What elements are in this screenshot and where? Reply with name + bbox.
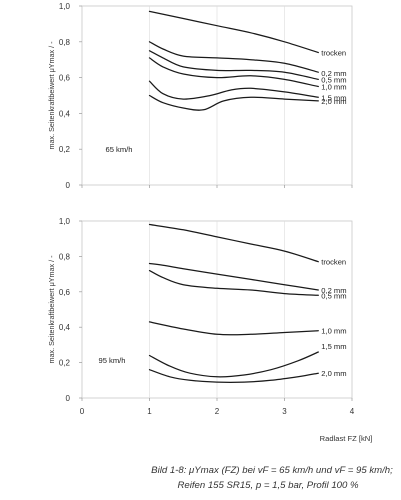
series-line-3 xyxy=(148,269,319,296)
y-tick-label: 0,4 xyxy=(59,323,71,332)
series-label: 2,0 mm xyxy=(321,369,346,378)
series-line-2 xyxy=(148,41,319,73)
series-label: trocken xyxy=(321,258,346,267)
series-label: trocken xyxy=(321,49,346,58)
series-line-4 xyxy=(148,321,319,336)
series-label: 2,0 mm xyxy=(321,97,346,106)
x-tick-label: 4 xyxy=(350,407,355,416)
speed-annotation: 95 km/h xyxy=(98,356,125,365)
y-tick-label: 0,6 xyxy=(59,288,71,297)
series-line-5 xyxy=(148,351,319,378)
series-line-3 xyxy=(148,50,319,81)
series-line-6 xyxy=(148,369,319,383)
series-label: 1,5 mm xyxy=(321,93,346,102)
y-tick-label: 0 xyxy=(66,394,71,403)
y-axis-title: max. Seitenkraftbeiwert μYmax / - xyxy=(47,41,56,150)
series-line-1 xyxy=(148,223,319,263)
y-tick-label: 0,6 xyxy=(59,74,71,83)
y-tick-label: 0,2 xyxy=(59,359,71,368)
y-tick-label: 1,0 xyxy=(59,217,71,226)
y-tick-label: 0,4 xyxy=(59,109,71,118)
series-label: 0,2 mm xyxy=(321,69,346,78)
series-label: 1,0 mm xyxy=(321,83,346,92)
x-axis-title: Radlast FZ [kN] xyxy=(320,434,373,443)
y-tick-label: 0,8 xyxy=(59,38,71,47)
series-line-1 xyxy=(148,10,319,54)
x-tick-label: 2 xyxy=(215,407,220,416)
y-tick-label: 0 xyxy=(66,181,71,190)
speed-annotation: 65 km/h xyxy=(105,145,132,154)
y-tick-label: 1,0 xyxy=(59,2,71,11)
y-tick-label: 0,2 xyxy=(59,145,71,154)
caption-line-1: Bild 1-8: μYmax (FZ) bei vF = 65 km/h un… xyxy=(151,465,393,476)
caption-line-2: Reifen 155 SR15, p = 1,5 bar, Profil 100… xyxy=(177,480,359,491)
x-tick-label: 1 xyxy=(147,407,152,416)
series-line-2 xyxy=(148,262,319,291)
chart-95kmh: 0 0,2 0,4 0,6 0,8 1,0 0 1 2 3 4 max. Seitenkraftbei… xyxy=(47,217,355,416)
series-line-4 xyxy=(148,57,319,88)
series-label: 0,5 mm xyxy=(321,291,346,300)
series-label: 0,5 mm xyxy=(321,75,346,84)
series-label: 1,5 mm xyxy=(321,342,346,351)
series-label: 1,0 mm xyxy=(321,327,346,336)
series-line-5 xyxy=(148,80,319,100)
y-tick-label: 0,8 xyxy=(59,252,71,261)
x-tick-label: 3 xyxy=(282,407,287,416)
series-label: 0,2 mm xyxy=(321,286,346,295)
chart-65kmh: 0 0,2 0,4 0,6 0,8 1,0 max. Seitenkraftbeiwert … xyxy=(47,2,353,190)
x-tick-label: 0 xyxy=(80,407,85,416)
y-axis-title: max. Seitenkraftbeiwert μYmax / - xyxy=(47,255,56,364)
series-line-6 xyxy=(148,94,319,111)
